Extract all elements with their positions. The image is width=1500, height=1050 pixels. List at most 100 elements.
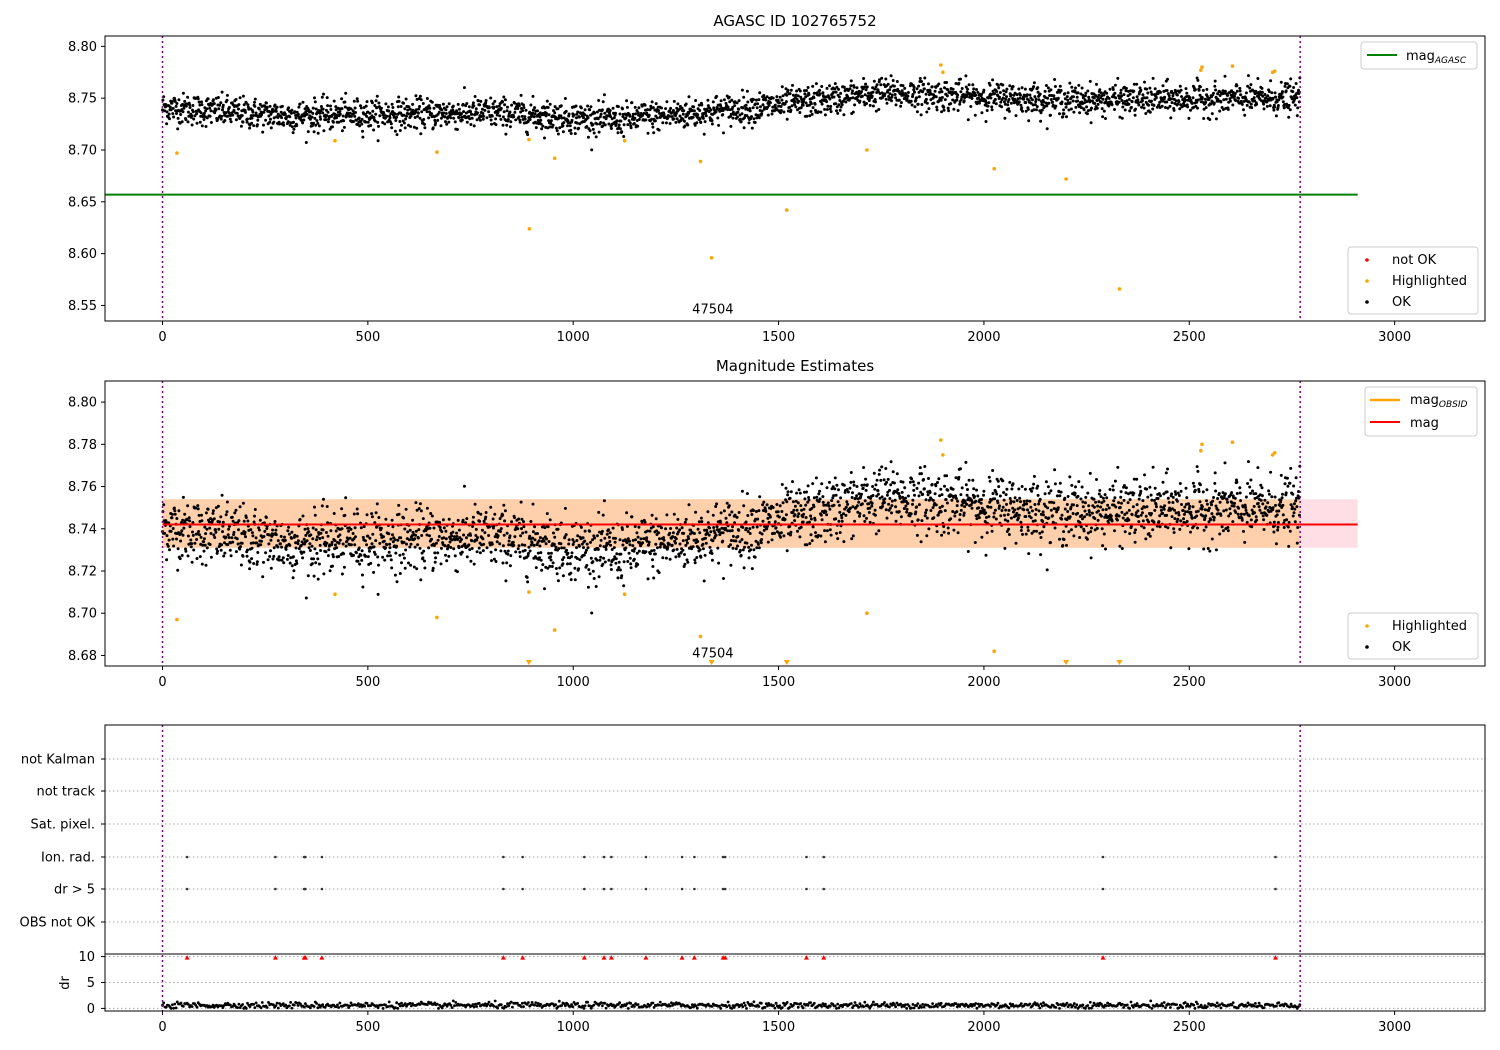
x-tick-label: 1500 [762, 330, 795, 345]
ok-point [391, 540, 395, 544]
ok-point [495, 105, 499, 109]
ok-point [755, 525, 759, 529]
ok-point [701, 116, 705, 120]
ok-point [1062, 108, 1066, 112]
ok-point [417, 107, 421, 111]
ok-point [319, 549, 323, 552]
ok-point [306, 527, 310, 531]
ok-point [503, 509, 507, 513]
ok-point [278, 122, 282, 126]
ok-point [915, 505, 919, 509]
ok-point [616, 131, 620, 135]
ok-point [996, 501, 1000, 505]
ok-point [476, 111, 479, 115]
ok-point [397, 503, 401, 507]
ok-point [584, 551, 587, 555]
ok-point [489, 96, 493, 100]
ok-point [532, 543, 536, 547]
ok-point [684, 517, 688, 521]
ok-point [1213, 79, 1217, 83]
ok-point [1141, 93, 1145, 97]
ok-point [445, 559, 449, 563]
ok-point [1096, 102, 1100, 106]
ok-point [683, 124, 687, 128]
ok-point [1093, 102, 1097, 105]
ok-point [1117, 94, 1121, 98]
ok-point [789, 490, 793, 494]
ok-point [753, 555, 757, 559]
ok-point [485, 116, 489, 120]
ok-point [277, 555, 281, 559]
ok-point [802, 512, 806, 516]
ok-point [958, 518, 962, 522]
ok-point [493, 535, 497, 539]
ok-point [315, 538, 318, 542]
ok-point [197, 100, 201, 104]
ok-point [999, 100, 1003, 104]
ok-point [871, 494, 875, 497]
ok-point [1133, 113, 1137, 117]
ok-point [694, 99, 698, 102]
ok-point [1097, 93, 1101, 97]
ok-point [865, 483, 869, 487]
ok-point [546, 106, 550, 109]
ok-point [369, 561, 373, 565]
ok-point [1040, 530, 1044, 534]
ok-point [186, 554, 190, 558]
ok-point [1026, 529, 1030, 532]
ok-point [837, 95, 841, 99]
ok-point [717, 528, 721, 532]
ok-point [563, 506, 567, 510]
ok-point [340, 129, 344, 133]
ok-point [376, 555, 380, 559]
ok-point [684, 102, 688, 106]
ok-point [471, 525, 475, 528]
ok-point [611, 106, 615, 110]
ok-point [779, 105, 783, 108]
ok-point [716, 546, 720, 550]
ok-point [499, 117, 503, 121]
ok-point [411, 102, 415, 106]
ok-point [297, 105, 301, 109]
ok-point [752, 548, 756, 552]
ok-point [885, 101, 889, 105]
ok-point [1200, 96, 1204, 100]
ok-point [562, 556, 566, 559]
ok-point [1104, 117, 1107, 120]
ok-point [933, 89, 937, 93]
ok-point [865, 516, 868, 520]
ok-point [1035, 529, 1038, 533]
ok-point [918, 466, 922, 470]
ok-point [597, 99, 601, 102]
ok-point [701, 542, 705, 546]
ok-point [481, 537, 485, 541]
ok-point [704, 114, 708, 118]
ok-point [1030, 489, 1034, 493]
ok-point [227, 527, 231, 531]
ok-point [361, 129, 364, 133]
ok-point [917, 494, 921, 498]
ok-point [791, 511, 795, 515]
ok-point [836, 500, 840, 504]
ok-point [186, 95, 190, 99]
ok-point [173, 512, 177, 516]
ok-point [199, 111, 203, 115]
ok-point [591, 538, 594, 542]
ok-point [835, 85, 839, 89]
ok-point [653, 119, 657, 123]
ok-point [961, 501, 965, 505]
ok-point [827, 504, 831, 508]
ok-point [618, 568, 622, 572]
ok-point [239, 124, 243, 128]
ok-point [240, 532, 244, 535]
ok-point [390, 126, 394, 130]
ok-point [750, 126, 754, 130]
ok-point [609, 568, 613, 571]
ok-point [653, 552, 657, 556]
ok-point [255, 560, 259, 564]
ok-point [786, 493, 790, 497]
ok-point [373, 521, 377, 525]
ok-point [451, 104, 455, 108]
ok-point [885, 493, 889, 497]
ok-point [862, 514, 866, 518]
